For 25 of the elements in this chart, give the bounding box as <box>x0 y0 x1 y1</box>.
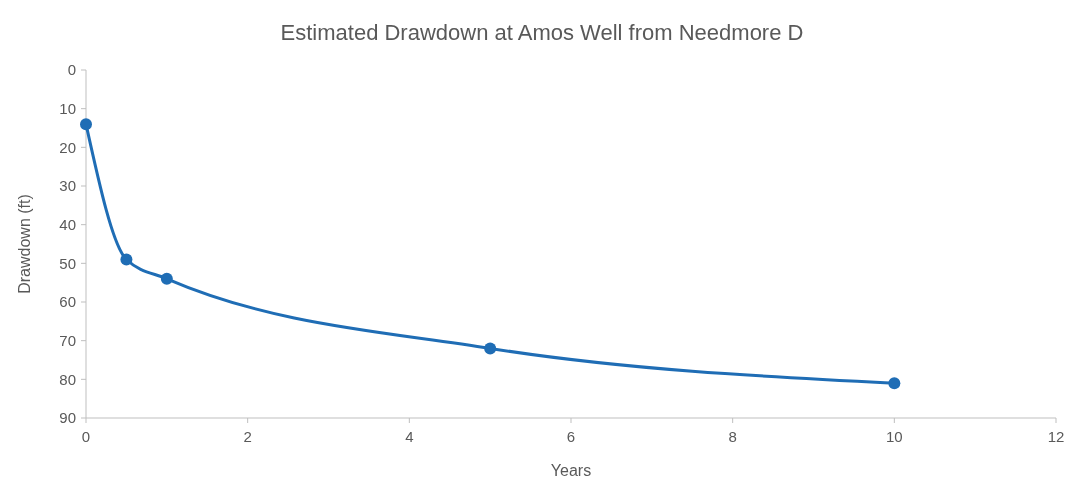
chart-title: Estimated Drawdown at Amos Well from Needmore D <box>280 20 804 45</box>
y-tick-label: 90 <box>59 409 76 427</box>
y-tick-label: 60 <box>59 293 76 311</box>
x-tick-label: 2 <box>243 428 252 445</box>
point <box>888 377 901 390</box>
x-tick-label: 4 <box>405 428 414 445</box>
point <box>160 272 173 285</box>
y-tick-label: 40 <box>59 215 76 233</box>
y-tick-label: 0 <box>67 61 76 79</box>
x-tick-label: 10 <box>885 428 903 445</box>
point <box>484 342 497 355</box>
y-tick-label: 30 <box>59 177 76 195</box>
x-tick-label: 8 <box>728 428 737 445</box>
x-axis-title: Years <box>550 462 592 479</box>
x-tick-label: 6 <box>566 428 576 445</box>
y-tick-label: 80 <box>59 370 76 388</box>
x-tick-label: 0 <box>81 428 91 445</box>
point <box>80 118 92 131</box>
x-tick-label: 12 <box>1047 428 1065 445</box>
y-tick-label: 10 <box>59 99 76 117</box>
y-tick-label: 20 <box>59 138 76 156</box>
y-tick-label: 50 <box>59 254 76 272</box>
y-axis-title: Drawdown (ft) <box>16 194 33 294</box>
y-tick-label: 70 <box>59 331 76 349</box>
point <box>120 253 133 266</box>
